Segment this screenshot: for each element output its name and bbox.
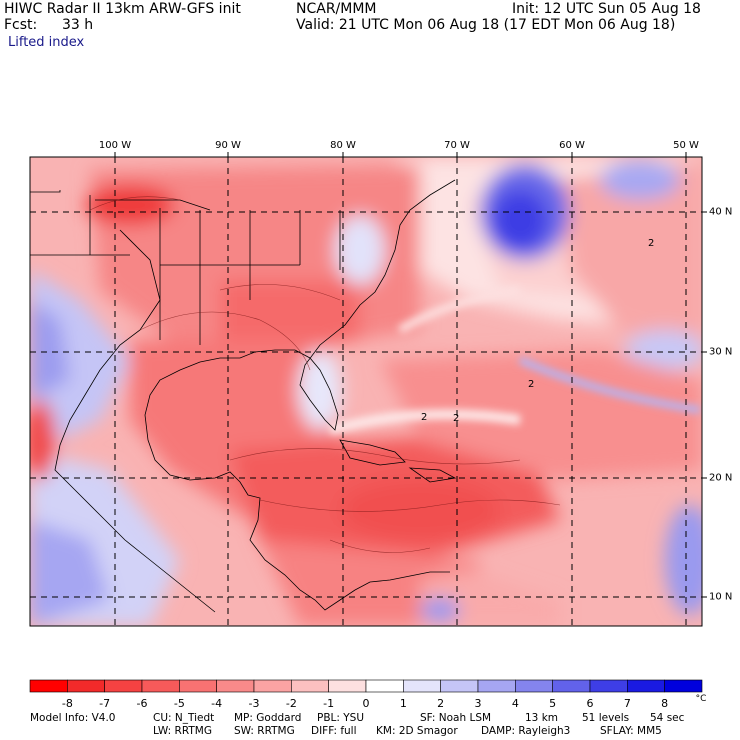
timestep: 54 sec (650, 712, 685, 724)
model-title: HIWC Radar II 13km ARW-GFS init (4, 1, 241, 17)
field-name: Lifted index (8, 35, 85, 50)
longitude-label: 100 W (98, 140, 132, 151)
latitude-label: 40 N (709, 206, 733, 218)
colorbar-tick-label: -6 (136, 697, 148, 710)
coastlines (30, 179, 457, 613)
colorbar-swatch (179, 679, 217, 693)
colorbar-swatch (477, 679, 516, 693)
colorbar-tick-label: -4 (211, 697, 223, 710)
colorbar-tick-label: 4 (511, 697, 519, 710)
colorbar-swatch (216, 679, 255, 693)
colorbar-swatch (67, 679, 105, 693)
org-label: NCAR/MMM (296, 1, 377, 17)
longitude-label: 60 W (559, 140, 585, 151)
resolution: 13 km (525, 712, 559, 724)
colorbar-swatch (365, 679, 404, 693)
graticule (30, 157, 702, 626)
colorbar-tick-label: 3 (474, 697, 482, 710)
colorbar-tick-label: 1 (399, 697, 407, 710)
colorbar-tick-label: -7 (99, 697, 111, 710)
contour-label: 2 (453, 413, 459, 424)
cumulus-scheme: CU: N_Tiedt (153, 712, 215, 724)
pbl-scheme: PBL: YSU (317, 712, 365, 724)
colorbar-swatch (291, 679, 329, 693)
shortwave-scheme: SW: RRTMG (234, 725, 295, 737)
colorbar-swatch (29, 679, 68, 693)
colorbar-tick-label: 6 (586, 697, 594, 710)
forecast-hour: 33 h (62, 17, 94, 33)
colorbar-tick-label: -1 (323, 697, 335, 710)
valid-time: Valid: 21 UTC Mon 06 Aug 18 (17 EDT Mon … (296, 17, 676, 33)
surface-scheme: SF: Noah LSM (420, 712, 492, 724)
latitude-label: 10 N (709, 591, 733, 603)
model-info: Model Info: V4.0 (30, 712, 116, 724)
contour-lines (89, 196, 561, 553)
latitude-label: 20 N (709, 472, 733, 484)
colorbar-tick-label: 7 (623, 697, 631, 710)
diffusion-option: DIFF: full (311, 725, 357, 737)
contour-label: 2 (528, 379, 534, 390)
longitude-label: 90 W (215, 140, 241, 151)
km-option: KM: 2D Smagor (376, 725, 458, 737)
init-time: Init: 12 UTC Sun 05 Aug 18 (512, 1, 701, 17)
colorbar-swatch (141, 679, 180, 693)
surface-layer-option: SFLAY: MM5 (600, 725, 662, 737)
longitude-label: 70 W (444, 140, 470, 151)
longwave-scheme: LW: RRTMG (153, 725, 212, 737)
colorbar-tick-label: 2 (437, 697, 445, 710)
colorbar-swatch (440, 679, 479, 693)
colorbar-swatch (664, 679, 703, 693)
colorbar-tick-label: 0 (362, 697, 370, 710)
colorbar-swatch (403, 679, 441, 693)
forecast-label: Fcst: (4, 17, 38, 33)
colorbar-swatch (515, 679, 553, 693)
colorbar-unit: °C (695, 694, 707, 704)
longitude-label: 50 W (673, 140, 699, 151)
colorbar-tick-label: -3 (248, 697, 260, 710)
contour-label: 2 (421, 412, 427, 423)
colorbar-tick-label: -8 (61, 697, 73, 710)
colorbar-tick-label: -5 (173, 697, 185, 710)
latitude-label: 30 N (709, 346, 733, 358)
colorbar-tick-label: 5 (549, 697, 557, 710)
colorbar (29, 679, 703, 693)
shaded-field: 2 2 2 2 (30, 157, 702, 626)
colorbar-swatch (627, 679, 665, 693)
levels: 51 levels (582, 712, 630, 724)
map-frame (29, 156, 703, 627)
colorbar-swatch (253, 679, 292, 693)
contour-label: 2 (648, 238, 654, 249)
colorbar-tick-label: 8 (661, 697, 669, 710)
colorbar-swatch (328, 679, 367, 693)
colorbar-tick-label: -2 (285, 697, 297, 710)
colorbar-swatch (552, 679, 591, 693)
colorbar-swatch (104, 679, 143, 693)
colorbar-swatch (589, 679, 628, 693)
microphysics-scheme: MP: Goddard (234, 712, 302, 724)
longitude-label: 80 W (330, 140, 356, 151)
damping-option: DAMP: Rayleigh3 (481, 725, 571, 737)
